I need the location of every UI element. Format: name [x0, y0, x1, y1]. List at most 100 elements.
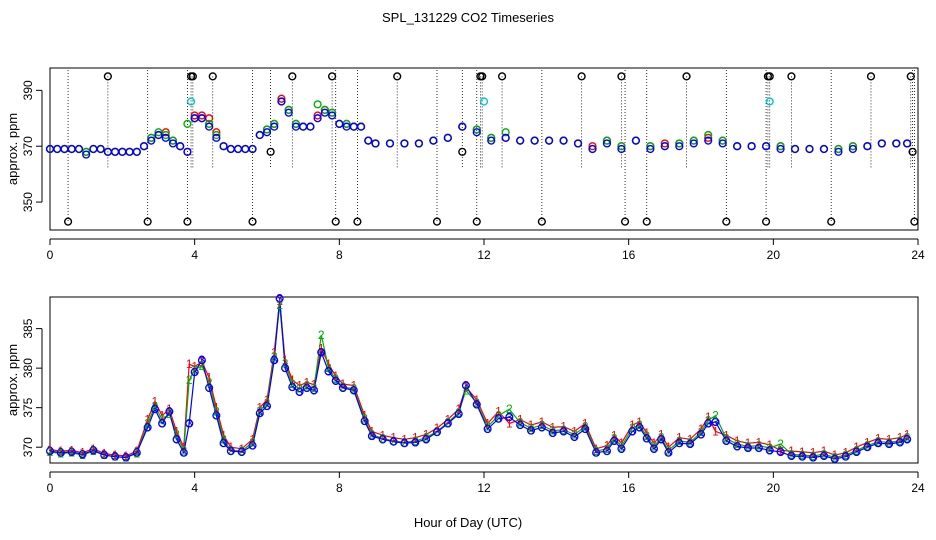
series-3-point	[67, 447, 76, 456]
series-3-mark: 3	[463, 379, 470, 393]
series-1-mark: 1	[745, 436, 752, 450]
series-black-point	[248, 217, 257, 226]
series-2-mark: 2	[191, 363, 198, 377]
series-blue-point	[400, 139, 409, 148]
series-1-mark: 1	[227, 440, 234, 454]
x-tick-label: 20	[767, 481, 781, 495]
series-3-mark: 3	[401, 436, 408, 450]
series-2-mark: 2	[152, 399, 159, 413]
series-blue-point	[96, 144, 105, 154]
series-1-mark: 1	[756, 435, 763, 449]
series-1-mark: 1	[289, 373, 296, 387]
series-2-mark: 2	[582, 420, 589, 434]
series-3-mark: 3	[636, 420, 643, 434]
series-3-point	[219, 439, 228, 448]
series-blue-point	[790, 144, 800, 154]
series-3-point	[776, 447, 785, 456]
series-blue-point	[414, 139, 424, 148]
series-3-mark: 3	[593, 446, 600, 460]
series-blue-point	[487, 136, 496, 145]
series-black-point	[208, 72, 217, 81]
series-blue-point	[472, 128, 481, 137]
series-1-mark: 1	[723, 428, 730, 442]
series-3-mark: 3	[144, 420, 151, 434]
series-1-mark: 1	[473, 393, 480, 407]
series-1-mark: 1	[311, 378, 318, 392]
series-3-mark: 3	[412, 435, 419, 449]
series-green-point	[284, 105, 293, 114]
series-blue-point	[877, 139, 886, 148]
series-3-mark: 3	[651, 442, 658, 456]
y-axis-label: approx. ppm	[5, 113, 20, 185]
series-black-point	[353, 217, 362, 226]
series-3-mark: 3	[643, 431, 650, 445]
series-3-point	[212, 411, 221, 420]
series-2-mark: 2	[311, 381, 318, 395]
series-3-mark: 3	[745, 441, 752, 455]
series-2-mark: 2	[571, 428, 578, 442]
series-2-mark: 2	[282, 356, 289, 370]
series-3-point	[367, 432, 376, 441]
series-3-mark: 3	[79, 447, 86, 461]
series-black-point	[722, 217, 731, 226]
x-tick-label: 0	[47, 481, 54, 495]
x-tick-label: 8	[336, 481, 343, 495]
series-2-mark: 2	[643, 429, 650, 443]
series-2-mark: 2	[528, 421, 535, 435]
series-2-mark: 2	[463, 383, 470, 397]
series-1-mark: 1	[79, 446, 86, 460]
series-3-point	[190, 368, 199, 377]
series-3-point	[722, 436, 731, 445]
series-3-mark: 3	[712, 415, 719, 429]
series-black-point	[183, 217, 192, 226]
series-blue-point	[284, 108, 293, 117]
series-blue-point	[82, 150, 91, 159]
series-black-point	[472, 217, 481, 226]
series-2-mark: 2	[745, 439, 752, 453]
series-3-point	[610, 436, 619, 445]
series-blue-point	[183, 147, 192, 156]
series-red-point	[704, 133, 713, 142]
series-1-mark: 1	[676, 431, 683, 445]
series-3-mark: 3	[289, 380, 296, 394]
series-red-point	[197, 111, 207, 120]
series-2-mark: 2	[539, 418, 546, 432]
series-1-mark: 1	[618, 436, 625, 450]
series-1-mark: 1	[238, 442, 245, 456]
series-3-point	[443, 419, 452, 428]
series-3-point	[765, 446, 774, 455]
series-3-point	[248, 441, 257, 450]
series-green-point	[487, 133, 496, 142]
series-2-mark: 2	[68, 446, 75, 460]
series-2-mark: 2	[698, 425, 705, 439]
series-1-mark: 1	[186, 357, 193, 371]
series-3-mark: 3	[756, 441, 763, 455]
series-3-point	[704, 419, 713, 428]
series-blue-point	[67, 144, 76, 154]
series-1-mark: 1	[853, 440, 860, 454]
series-blue-point	[262, 128, 272, 137]
series-3-mark: 3	[90, 443, 97, 457]
series-green-point	[313, 100, 322, 109]
series-blue-point	[118, 147, 127, 156]
series-1-mark: 1	[133, 444, 140, 458]
series-3-point	[270, 356, 279, 365]
series-2-mark: 2	[220, 432, 227, 446]
series-green-point	[147, 133, 156, 142]
series-2-mark: 2	[123, 450, 130, 464]
series-1-mark: 1	[412, 431, 419, 445]
series-blue-point	[364, 136, 373, 145]
x-tick-label: 20	[767, 248, 781, 262]
series-green-point	[718, 136, 727, 145]
series-black-point	[497, 72, 507, 81]
series-2-mark: 2	[886, 435, 893, 449]
series-blue-point	[385, 139, 395, 148]
series-green-point	[675, 139, 684, 148]
series-green-point	[834, 144, 843, 154]
x-tick-label: 12	[477, 481, 491, 495]
series-black-point	[188, 72, 197, 81]
series-2-mark: 2	[455, 405, 462, 419]
series-2-mark: 2	[264, 396, 271, 410]
series-blue-point	[819, 144, 829, 154]
